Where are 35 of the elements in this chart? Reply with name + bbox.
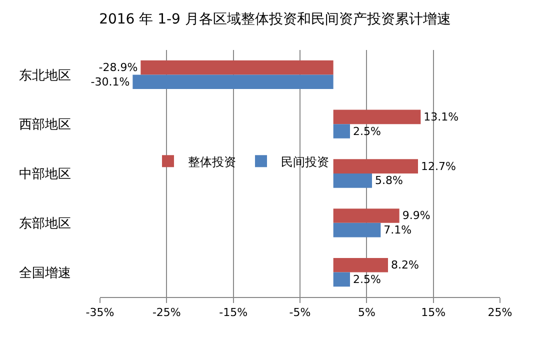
bar: [333, 208, 400, 223]
data-label: 2.5%: [353, 124, 381, 138]
bar: [333, 272, 350, 287]
data-label: 8.2%: [391, 258, 419, 272]
legend-label: 整体投资: [188, 154, 236, 169]
data-label: 2.5%: [353, 272, 381, 286]
data-label: 12.7%: [421, 160, 456, 173]
bar: [333, 258, 388, 272]
x-tick-label: 15%: [421, 306, 446, 320]
data-label: 13.1%: [424, 110, 459, 124]
y-tick-label: 全国增速: [19, 266, 71, 281]
x-tick-label: -35%: [86, 306, 114, 320]
bar: [132, 74, 334, 90]
y-tick-label: 东北地区: [19, 68, 71, 84]
chart-title: 2016 年 1-9 月各区域整体投资和民间资产投资累计增速: [99, 11, 451, 28]
y-tick-label: 中部地区: [19, 167, 71, 182]
data-label: -28.9%: [98, 61, 138, 74]
bar: [333, 174, 372, 188]
data-label: 5.8%: [375, 174, 403, 188]
bar: [333, 159, 418, 174]
bar: [333, 110, 421, 124]
x-tick-label: -5%: [289, 306, 311, 320]
y-tick-label: 西部地区: [19, 118, 71, 133]
legend-label: 民间投资: [281, 154, 329, 169]
x-tick-label: -15%: [219, 306, 248, 320]
x-tick-label: 25%: [488, 306, 512, 320]
data-label: 9.9%: [402, 209, 430, 222]
bar: [333, 222, 381, 238]
data-label: -30.1%: [90, 75, 130, 88]
bar: [140, 60, 334, 75]
y-tick-label: 东部地区: [19, 216, 71, 232]
data-label: 7.1%: [384, 224, 412, 237]
x-tick-label: -25%: [152, 306, 181, 320]
bar: [333, 124, 350, 138]
x-tick-label: 5%: [358, 306, 376, 320]
